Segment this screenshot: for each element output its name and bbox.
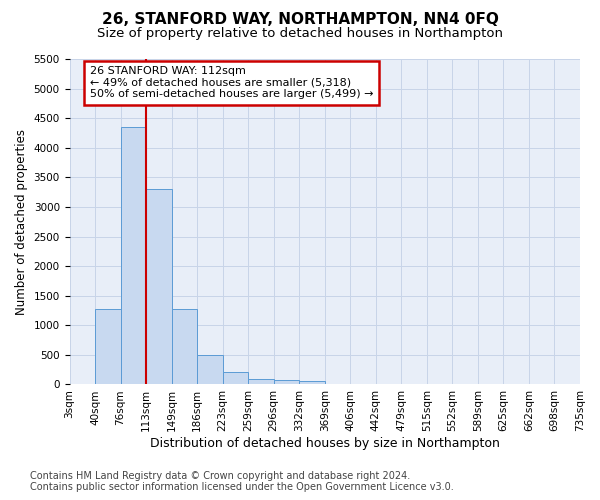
Text: Contains HM Land Registry data © Crown copyright and database right 2024.
Contai: Contains HM Land Registry data © Crown c… (30, 471, 454, 492)
Text: Size of property relative to detached houses in Northampton: Size of property relative to detached ho… (97, 28, 503, 40)
Y-axis label: Number of detached properties: Number of detached properties (15, 128, 28, 314)
Text: 26, STANFORD WAY, NORTHAMPTON, NN4 0FQ: 26, STANFORD WAY, NORTHAMPTON, NN4 0FQ (101, 12, 499, 28)
Bar (95, 310, 121, 384)
X-axis label: Distribution of detached houses by size in Northampton: Distribution of detached houses by size … (150, 437, 500, 450)
Bar (121, 127, 146, 384)
Bar (172, 310, 197, 384)
Bar (299, 381, 325, 384)
Text: 26 STANFORD WAY: 112sqm
← 49% of detached houses are smaller (5,318)
50% of semi: 26 STANFORD WAY: 112sqm ← 49% of detache… (90, 66, 373, 100)
Bar (274, 380, 299, 384)
Bar (248, 379, 274, 384)
Bar (146, 189, 172, 384)
Bar (197, 356, 223, 384)
Bar (223, 372, 248, 384)
